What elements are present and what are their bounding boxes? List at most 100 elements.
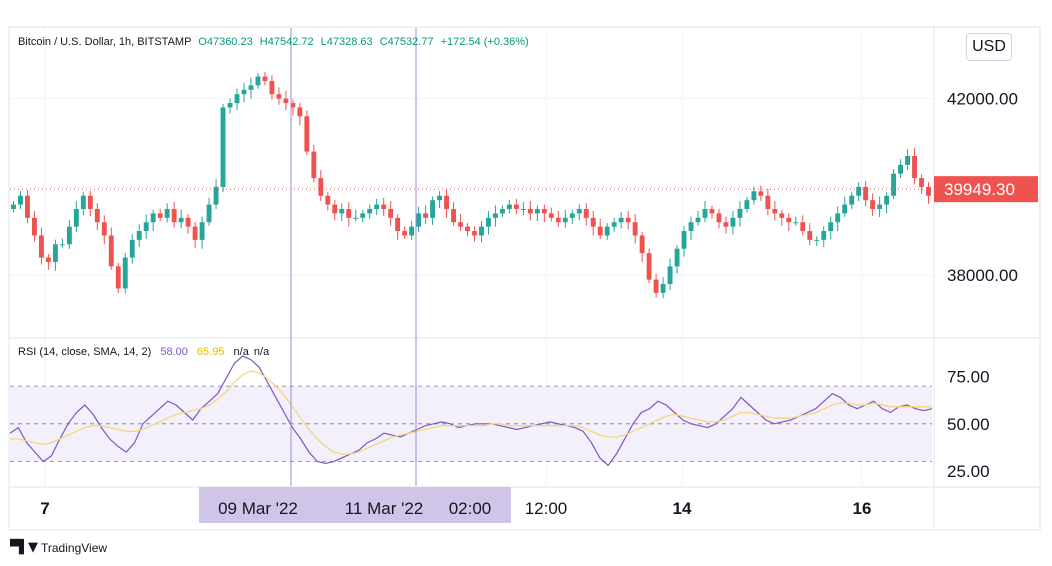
candle-body[interactable] bbox=[604, 226, 610, 236]
rsi-lines[interactable] bbox=[9, 355, 933, 467]
candle-body[interactable] bbox=[283, 98, 289, 104]
candle-body[interactable] bbox=[150, 213, 156, 223]
candle-body[interactable] bbox=[849, 195, 855, 205]
candle-body[interactable] bbox=[835, 213, 841, 223]
candle-body[interactable] bbox=[674, 248, 680, 267]
candle-body[interactable] bbox=[45, 257, 51, 262]
candle-body[interactable] bbox=[451, 208, 456, 223]
candle-body[interactable] bbox=[381, 204, 387, 209]
candle-body[interactable] bbox=[262, 76, 268, 81]
candle-body[interactable] bbox=[192, 226, 198, 240]
candle-body[interactable] bbox=[11, 204, 16, 209]
candle-body[interactable] bbox=[66, 226, 72, 245]
candle-body[interactable] bbox=[430, 200, 436, 218]
candle-body[interactable] bbox=[108, 235, 114, 267]
candle-body[interactable] bbox=[248, 85, 254, 90]
currency-button[interactable]: USD bbox=[966, 33, 1012, 61]
candle-body[interactable] bbox=[311, 151, 317, 179]
candle-body[interactable] bbox=[576, 208, 582, 214]
candle-body[interactable] bbox=[297, 107, 303, 117]
candle-body[interactable] bbox=[590, 217, 596, 227]
candle-body[interactable] bbox=[122, 257, 128, 289]
candle-body[interactable] bbox=[905, 156, 910, 165]
candle-body[interactable] bbox=[919, 178, 924, 187]
candle-body[interactable] bbox=[199, 222, 205, 240]
candle-body[interactable] bbox=[681, 231, 687, 249]
candle-body[interactable] bbox=[541, 208, 547, 214]
candle-body[interactable] bbox=[115, 266, 121, 289]
candle-body[interactable] bbox=[255, 76, 261, 86]
candle-body[interactable] bbox=[912, 156, 917, 179]
candle-body[interactable] bbox=[702, 208, 708, 218]
candle-body[interactable] bbox=[94, 208, 100, 223]
candle-body[interactable] bbox=[241, 89, 247, 95]
candle-body[interactable] bbox=[842, 204, 848, 214]
candle-body[interactable] bbox=[870, 200, 876, 209]
candle-body[interactable] bbox=[569, 213, 575, 218]
candle-body[interactable] bbox=[583, 208, 589, 218]
candle-body[interactable] bbox=[513, 204, 519, 209]
candle-body[interactable] bbox=[325, 195, 331, 205]
candle-body[interactable] bbox=[625, 217, 631, 223]
candle-body[interactable] bbox=[402, 231, 408, 236]
candle-body[interactable] bbox=[786, 217, 792, 223]
candle-body[interactable] bbox=[416, 213, 422, 227]
candle-body[interactable] bbox=[129, 239, 135, 258]
candle-body[interactable] bbox=[877, 204, 883, 209]
candle-body[interactable] bbox=[828, 222, 834, 232]
candle-body[interactable] bbox=[884, 195, 890, 205]
candle-body[interactable] bbox=[25, 195, 30, 218]
candle-body[interactable] bbox=[639, 235, 645, 254]
candle-body[interactable] bbox=[493, 213, 498, 218]
candle-body[interactable] bbox=[765, 195, 771, 209]
candle-body[interactable] bbox=[136, 231, 142, 240]
candle-body[interactable] bbox=[506, 204, 512, 209]
candle-body[interactable] bbox=[807, 231, 813, 240]
candle-body[interactable] bbox=[863, 186, 869, 201]
candle-body[interactable] bbox=[562, 217, 568, 223]
candle-body[interactable] bbox=[353, 217, 359, 219]
candle-body[interactable] bbox=[751, 191, 757, 201]
candle-body[interactable] bbox=[32, 217, 37, 236]
candle-body[interactable] bbox=[744, 200, 750, 209]
candle-body[interactable] bbox=[730, 217, 736, 227]
candle-body[interactable] bbox=[339, 208, 345, 214]
candle-body[interactable] bbox=[611, 222, 617, 227]
candle-body[interactable] bbox=[220, 107, 226, 187]
candle-body[interactable] bbox=[618, 217, 624, 223]
candle-body[interactable] bbox=[423, 213, 429, 218]
candle-body[interactable] bbox=[520, 208, 526, 210]
candle-body[interactable] bbox=[632, 222, 638, 236]
candle-body[interactable] bbox=[891, 173, 897, 196]
candle-body[interactable] bbox=[87, 195, 93, 209]
candle-body[interactable] bbox=[276, 94, 282, 99]
candle-body[interactable] bbox=[814, 239, 820, 241]
candle-body[interactable] bbox=[499, 208, 505, 214]
candle-body[interactable] bbox=[821, 231, 827, 240]
candle-body[interactable] bbox=[555, 217, 561, 223]
candle-body[interactable] bbox=[472, 231, 477, 236]
candle-body[interactable] bbox=[185, 217, 191, 227]
candle-body[interactable] bbox=[534, 208, 540, 214]
candle-body[interactable] bbox=[332, 204, 338, 214]
candle-body[interactable] bbox=[80, 195, 86, 209]
candle-body[interactable] bbox=[527, 208, 533, 214]
candle-body[interactable] bbox=[772, 208, 778, 214]
rsi-ma-line[interactable] bbox=[10, 370, 932, 455]
candle-body[interactable] bbox=[688, 222, 694, 232]
candle-body[interactable] bbox=[395, 217, 401, 232]
candle-body[interactable] bbox=[856, 186, 862, 196]
candle-body[interactable] bbox=[52, 244, 58, 262]
candle-body[interactable] bbox=[926, 186, 931, 196]
candle-body[interactable] bbox=[360, 213, 366, 218]
candle-body[interactable] bbox=[758, 191, 764, 196]
candle-body[interactable] bbox=[597, 226, 603, 236]
candle-body[interactable] bbox=[143, 222, 149, 232]
candle-body[interactable] bbox=[164, 208, 170, 218]
candle-body[interactable] bbox=[709, 208, 715, 214]
candle-body[interactable] bbox=[388, 208, 394, 218]
candle-body[interactable] bbox=[458, 222, 463, 227]
candle-body[interactable] bbox=[206, 204, 212, 223]
candle-body[interactable] bbox=[486, 217, 491, 227]
